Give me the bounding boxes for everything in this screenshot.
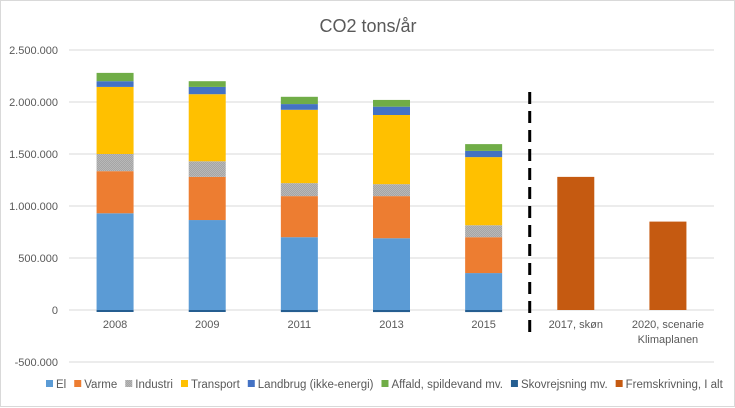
x-axis-ticks: 2008 2009 2011 2013 2015 2017, skøn 2020, scen… [103, 319, 704, 346]
legend-swatch [247, 380, 255, 387]
bar-segment-transport [96, 86, 134, 154]
bar-segment-landbrug-ikke-energi [280, 104, 318, 110]
bar-segment-fremskrivning-i-alt [649, 221, 687, 310]
bar-segment-skovrejsning-mv [465, 310, 503, 313]
legend-label: Fremskrivning, I alt [626, 379, 724, 391]
bar-segment-industri [188, 161, 226, 177]
bar-segment-affald-spildevand-mv [96, 72, 134, 82]
bar-segment-industri [96, 154, 134, 172]
legend-swatch [74, 380, 82, 387]
bar-segment-skovrejsning-mv [188, 310, 226, 312]
legend-item-landbrug-ikke-energi: Landbrug (ikke-energi) [247, 379, 374, 391]
bar-segment-transport [373, 115, 410, 185]
bar-segment-varme [280, 196, 318, 238]
bar-segment-skovrejsning-mv [373, 310, 410, 313]
bar-segment-varme [96, 171, 134, 214]
bar-segment-varme [188, 176, 226, 221]
y-tick-label: 500.000 [18, 253, 58, 265]
legend: El Varme Industri Transport Landbrug (ikke-e… [46, 379, 724, 391]
y-tick-label: 1.000.000 [9, 201, 58, 213]
x-tick-label: Klimaplanen [638, 334, 699, 346]
x-tick-label: 2008 [103, 319, 127, 331]
legend-label: Skovrejsning mv. [521, 379, 608, 391]
legend-label: Transport [191, 379, 241, 391]
bar-segment-affald-spildevand-mv [280, 96, 318, 105]
y-tick-label: -500.000 [15, 357, 58, 369]
bar-segment-varme [373, 196, 410, 239]
x-tick-label: 2011 [288, 319, 312, 331]
y-tick-label: 2.500.000 [9, 45, 58, 57]
bar-segment-affald-spildevand-mv [465, 144, 503, 151]
bar-segment-landbrug-ikke-energi [465, 150, 503, 158]
bar-segment-transport [465, 157, 503, 226]
x-tick-label: 2017, skøn [549, 319, 603, 331]
legend-swatch [381, 380, 389, 387]
bar-segment-el [280, 237, 318, 310]
bar-segment-affald-spildevand-mv [373, 99, 410, 107]
legend-swatch [180, 380, 188, 387]
legend-label: Industri [135, 379, 173, 391]
x-tick-label: 2013 [379, 319, 403, 331]
bar-segment-el [188, 220, 226, 310]
y-tick-label: 1.500.000 [9, 149, 58, 161]
y-tick-label: 2.000.000 [9, 97, 58, 109]
x-tick-label: 2015 [471, 319, 495, 331]
bar-segment-affald-spildevand-mv [188, 81, 226, 87]
y-tick-label: 0 [52, 305, 58, 317]
bar-segment-el [373, 238, 410, 310]
legend-label: El [56, 379, 66, 391]
legend-item-skovrejsning-mv: Skovrejsning mv. [510, 379, 608, 391]
bar-segment-transport [188, 94, 226, 162]
legend-label: Affald, spildevand mv. [391, 379, 502, 391]
chart-title: CO2 tons/år [319, 16, 416, 36]
bar-segment-varme [465, 237, 503, 274]
legend-item-transport: Transport [180, 379, 241, 391]
bar-segment-skovrejsning-mv [280, 310, 318, 313]
bar-segment-transport [280, 109, 318, 184]
bars [96, 72, 687, 313]
bar-segment-industri [280, 183, 318, 197]
legend-item-affald-spildevand-mv: Affald, spildevand mv. [381, 379, 503, 391]
bar-segment-landbrug-ikke-energi [373, 106, 410, 115]
legend-item-el: El [46, 379, 66, 391]
legend-item-industri: Industri [125, 379, 173, 391]
y-axis-ticks: -500.000 0 500.000 1.000.000 1.500.000 2.000.… [9, 45, 58, 369]
legend-label: Varme [84, 379, 117, 391]
bar-segment-skovrejsning-mv [96, 310, 134, 312]
bar-segment-industri [465, 225, 503, 238]
x-tick-label: 2020, scenarie [632, 319, 704, 331]
legend-swatch [510, 380, 518, 387]
bar-segment-el [96, 213, 134, 310]
bar-segment-industri [373, 184, 410, 197]
bar-segment-fremskrivning-i-alt [557, 176, 595, 310]
bar-segment-el [465, 273, 503, 310]
legend-swatch [125, 380, 133, 387]
legend-label: Landbrug (ikke-energi) [258, 379, 374, 391]
legend-swatch [46, 380, 53, 387]
legend-item-varme: Varme [74, 379, 117, 391]
legend-swatch [615, 380, 623, 387]
bar-segment-landbrug-ikke-energi [188, 86, 226, 95]
bar-segment-landbrug-ikke-energi [96, 81, 134, 87]
legend-item-fremskrivning-i-alt: Fremskrivning, I alt [615, 379, 724, 391]
x-tick-label: 2009 [195, 319, 219, 331]
